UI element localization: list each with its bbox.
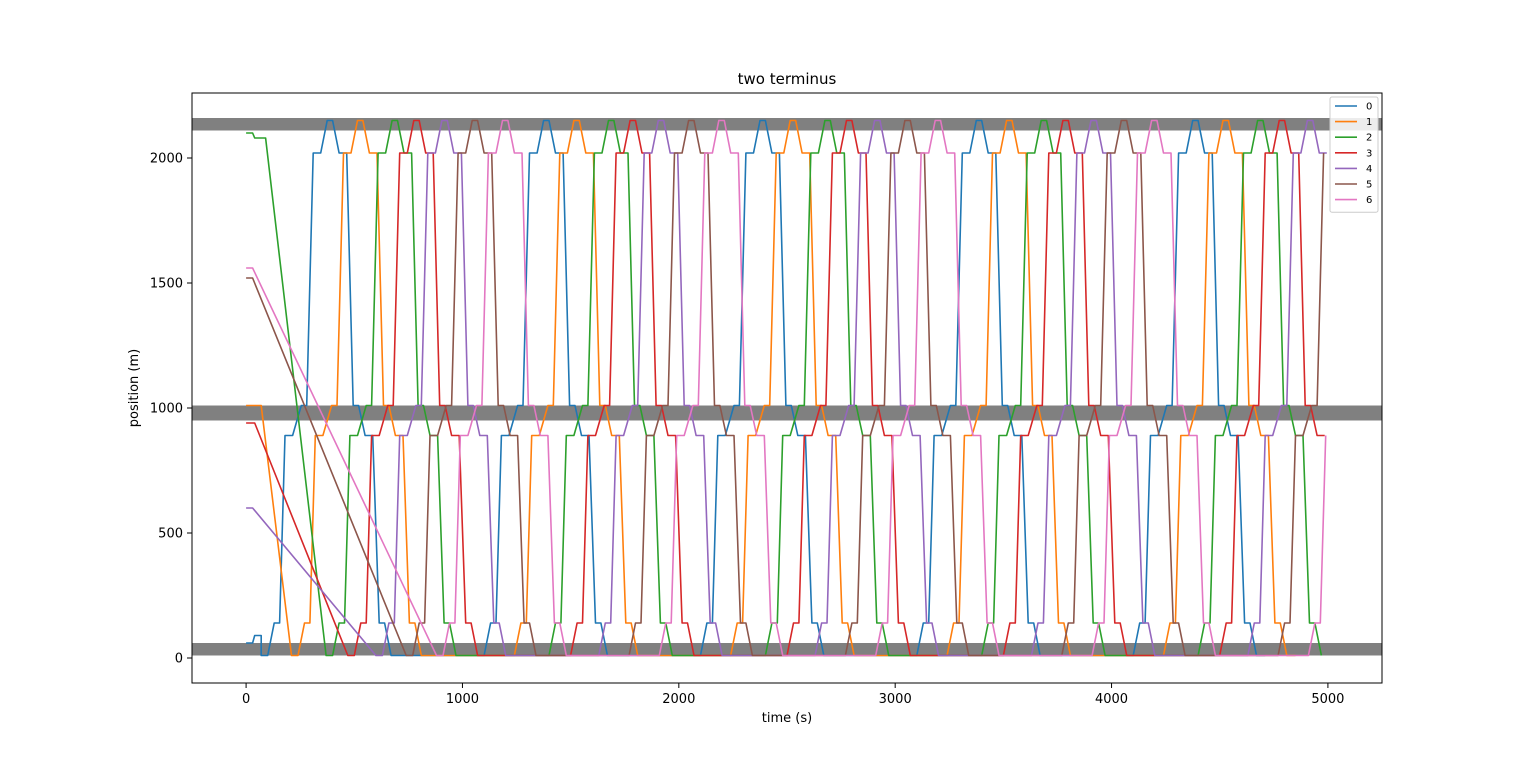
chart-title: two terminus xyxy=(738,70,837,88)
y-tick-label: 2000 xyxy=(150,152,183,167)
x-tick-label: 2000 xyxy=(662,692,695,707)
legend-label-0: 0 xyxy=(1366,102,1372,113)
series-line-3 xyxy=(246,119,1325,657)
y-axis-label: position (m) xyxy=(127,349,142,427)
series-line-6 xyxy=(246,119,1327,657)
series-line-5 xyxy=(246,119,1325,657)
series-layer xyxy=(246,119,1327,657)
station-band-0 xyxy=(192,643,1382,656)
legend-label-4: 4 xyxy=(1366,164,1372,175)
station-bands xyxy=(192,118,1382,656)
x-axis-label: time (s) xyxy=(762,711,812,726)
x-tick-label: 0 xyxy=(242,692,250,707)
y-tick-label: 1500 xyxy=(150,277,183,292)
y-tick-label: 1000 xyxy=(150,402,183,417)
legend: 0 1 2 3 4 5 6 xyxy=(1329,96,1379,213)
legend-label-6: 6 xyxy=(1366,195,1372,206)
legend-label-5: 5 xyxy=(1366,180,1372,191)
legend-label-2: 2 xyxy=(1366,133,1372,144)
y-axis: 0 500 1000 1500 2000 xyxy=(150,152,192,667)
station-band-1 xyxy=(192,405,1382,421)
y-tick-label: 0 xyxy=(175,652,183,667)
series-line-0 xyxy=(246,119,1266,657)
x-axis: 0 1000 2000 3000 4000 5000 xyxy=(242,683,1344,707)
station-band-2 xyxy=(192,118,1382,131)
plot-frame xyxy=(191,92,1383,684)
x-tick-label: 1000 xyxy=(446,692,479,707)
legend-label-3: 3 xyxy=(1366,148,1372,159)
y-tick-label: 500 xyxy=(158,527,183,542)
x-tick-label: 5000 xyxy=(1311,692,1344,707)
x-tick-label: 4000 xyxy=(1095,692,1128,707)
x-tick-label: 3000 xyxy=(879,692,912,707)
legend-label-1: 1 xyxy=(1366,117,1372,128)
